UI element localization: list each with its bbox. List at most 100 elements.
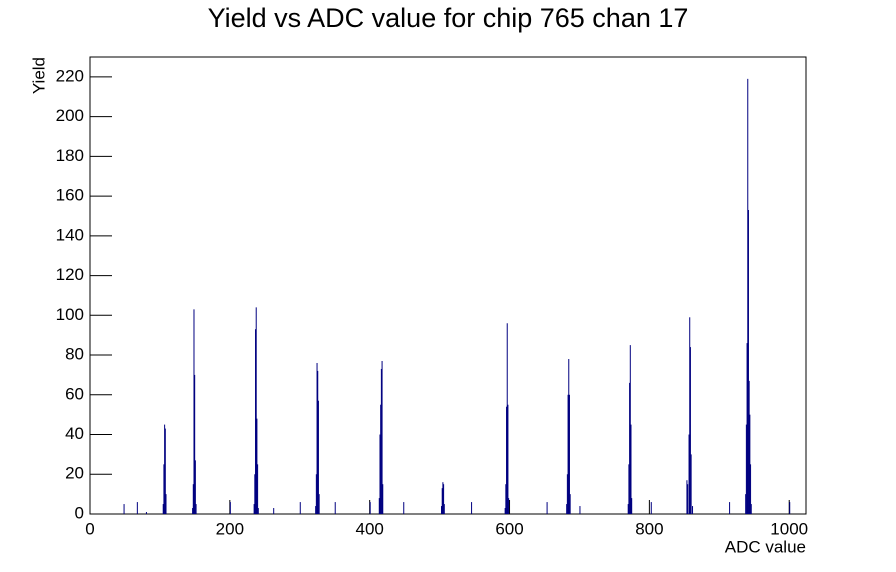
y-tick-label: 100 — [56, 305, 84, 324]
bar — [382, 484, 384, 514]
y-tick-label: 120 — [56, 265, 84, 284]
x-axis-label: ADC value — [725, 537, 806, 556]
bar — [369, 502, 371, 514]
bar — [257, 508, 259, 514]
y-tick-label: 160 — [56, 186, 84, 205]
bar — [508, 498, 510, 514]
y-tick-label: 40 — [65, 424, 84, 443]
x-tick-label: 400 — [356, 519, 384, 538]
bar — [747, 78, 749, 515]
bar — [164, 424, 166, 514]
bar — [505, 484, 507, 514]
y-axis-label: Yield — [29, 57, 48, 94]
bar — [443, 504, 445, 514]
y-tick-label: 80 — [65, 345, 84, 364]
bar — [627, 504, 629, 514]
bar — [629, 382, 631, 514]
bar — [136, 502, 138, 514]
bar — [568, 394, 570, 514]
bar — [579, 506, 581, 514]
bar — [194, 374, 196, 514]
bar — [380, 368, 382, 514]
bar — [192, 508, 194, 514]
bar — [317, 400, 319, 514]
bar — [442, 482, 444, 514]
bar — [687, 484, 689, 514]
bar — [568, 359, 570, 514]
bar — [750, 504, 752, 514]
bar — [380, 404, 382, 514]
chart-title: Yield vs ADC value for chip 765 chan 17 — [208, 3, 689, 33]
y-tick-label: 220 — [56, 66, 84, 85]
bar — [193, 309, 195, 514]
bar — [165, 494, 167, 514]
bar — [566, 474, 568, 514]
bar — [689, 317, 691, 514]
plot-frame — [89, 56, 807, 515]
bar — [688, 434, 690, 514]
bar — [747, 209, 749, 514]
bar — [194, 460, 196, 514]
bar — [746, 343, 748, 514]
bar — [689, 347, 691, 514]
bar — [255, 307, 257, 514]
y-tick-label: 60 — [65, 384, 84, 403]
bar — [567, 394, 569, 514]
bar — [255, 329, 257, 514]
x-tick-label: 600 — [495, 519, 523, 538]
bar — [256, 418, 258, 514]
bar — [315, 474, 317, 514]
y-tick-label: 20 — [65, 464, 84, 483]
bar — [745, 494, 747, 514]
bar — [317, 370, 319, 514]
y-tick-label: 200 — [56, 106, 84, 125]
x-tick-label: 200 — [216, 519, 244, 538]
bar — [162, 504, 164, 514]
bar — [629, 345, 631, 514]
bar — [566, 504, 568, 514]
bar — [254, 474, 256, 514]
bar — [745, 424, 747, 514]
bar — [507, 404, 509, 514]
bar — [471, 502, 473, 514]
bar — [789, 502, 791, 514]
bar — [506, 323, 508, 514]
bar — [403, 502, 405, 514]
bar — [257, 464, 259, 514]
bar — [506, 406, 508, 514]
x-tick-label: 0 — [85, 519, 94, 538]
x-tick-label: 1000 — [770, 519, 808, 538]
bar — [650, 502, 652, 514]
bar — [195, 504, 197, 514]
bar — [748, 380, 750, 514]
y-tick-label: 0 — [75, 503, 84, 522]
bar — [315, 506, 317, 514]
bar — [750, 464, 752, 514]
bar — [145, 512, 147, 514]
bar — [443, 484, 445, 514]
bar — [690, 454, 692, 514]
bar — [164, 428, 166, 514]
bar — [123, 504, 125, 514]
bar — [729, 502, 731, 514]
bar — [316, 362, 318, 514]
bar — [631, 498, 633, 514]
bar — [546, 502, 548, 514]
y-tick-label: 180 — [56, 146, 84, 165]
bar — [569, 494, 571, 514]
bar — [163, 464, 165, 514]
bar — [318, 494, 320, 514]
bar — [299, 502, 301, 514]
bar — [504, 508, 506, 514]
bar — [253, 504, 255, 514]
bar — [192, 484, 194, 514]
bar — [273, 508, 275, 514]
bar — [381, 361, 383, 514]
bar — [379, 434, 381, 514]
x-tick-label: 800 — [635, 519, 663, 538]
bar — [378, 498, 380, 514]
bar — [229, 502, 231, 514]
bar — [441, 488, 443, 514]
y-tick-label: 140 — [56, 225, 84, 244]
